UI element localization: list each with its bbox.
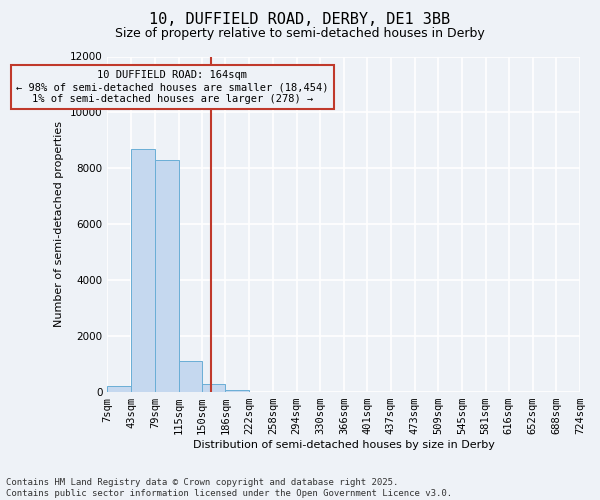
Text: 10 DUFFIELD ROAD: 164sqm
← 98% of semi-detached houses are smaller (18,454)
1% o: 10 DUFFIELD ROAD: 164sqm ← 98% of semi-d… — [16, 70, 329, 104]
X-axis label: Distribution of semi-detached houses by size in Derby: Distribution of semi-detached houses by … — [193, 440, 494, 450]
Y-axis label: Number of semi-detached properties: Number of semi-detached properties — [54, 122, 64, 328]
Bar — [131, 149, 155, 392]
Bar — [179, 362, 202, 392]
Bar — [226, 390, 249, 392]
Text: Size of property relative to semi-detached houses in Derby: Size of property relative to semi-detach… — [115, 28, 485, 40]
Bar — [155, 160, 179, 392]
Text: 10, DUFFIELD ROAD, DERBY, DE1 3BB: 10, DUFFIELD ROAD, DERBY, DE1 3BB — [149, 12, 451, 28]
Bar — [107, 386, 131, 392]
Text: Contains HM Land Registry data © Crown copyright and database right 2025.
Contai: Contains HM Land Registry data © Crown c… — [6, 478, 452, 498]
Bar — [202, 384, 226, 392]
